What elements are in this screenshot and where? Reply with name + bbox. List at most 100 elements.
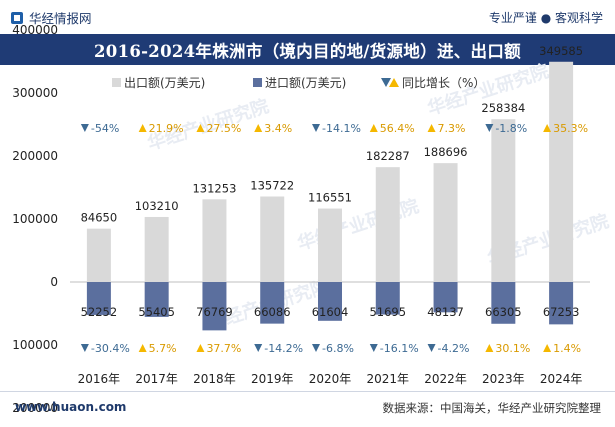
import-growth-down-icon xyxy=(80,344,89,352)
import-growth-up-icon xyxy=(196,344,205,352)
export-bar xyxy=(433,163,458,282)
export-growth-down-icon xyxy=(485,124,494,132)
footer-url[interactable]: www.huaon.com xyxy=(15,400,127,414)
export-bar xyxy=(144,216,169,282)
import-growth-label: -4.2% xyxy=(438,342,470,355)
import-growth-label: -14.2% xyxy=(264,342,303,355)
import-value-label: 55405 xyxy=(138,305,175,319)
chart-title: 2016-2024年株洲市（境内目的地/货源地）进、出口额 xyxy=(94,41,521,61)
export-value-label: 103210 xyxy=(135,199,179,213)
x-category-label: 2017年 xyxy=(135,372,178,386)
export-value-label: 182287 xyxy=(366,149,410,163)
export-bar xyxy=(86,228,111,282)
import-value-label: 52252 xyxy=(81,305,118,319)
x-category-label: 2018年 xyxy=(193,372,236,386)
export-growth-up-icon xyxy=(427,124,436,132)
import-growth-label: 5.7% xyxy=(149,342,177,355)
export-growth-label: -14.1% xyxy=(322,122,361,135)
legend-growth-up-icon xyxy=(389,78,399,87)
import-growth-down-icon xyxy=(254,344,263,352)
brand-name: 华经情报网 xyxy=(29,11,92,26)
export-growth-label: 56.4% xyxy=(380,122,415,135)
import-growth-up-icon xyxy=(485,344,494,352)
y-tick-label: 200000 xyxy=(12,401,58,415)
tagline: 专业严谨 ● 客观科学 xyxy=(488,11,603,25)
export-value-label: 258384 xyxy=(481,101,525,115)
brand-logo-icon xyxy=(11,11,23,24)
export-growth-label: 27.5% xyxy=(206,122,241,135)
export-bar xyxy=(260,196,285,282)
export-growth-up-icon xyxy=(369,124,378,132)
import-bar xyxy=(491,282,516,324)
legend-growth-label: 同比增长（%） xyxy=(402,76,485,90)
import-growth-label: 37.7% xyxy=(206,342,241,355)
export-bar xyxy=(491,119,516,282)
legend-export-swatch xyxy=(112,78,121,87)
y-tick-label: 300000 xyxy=(12,86,58,100)
import-bar xyxy=(86,282,111,315)
x-category-label: 2022年 xyxy=(424,372,467,386)
y-tick-label: 400000 xyxy=(12,23,58,37)
export-bar xyxy=(375,167,400,282)
y-tick-label: 100000 xyxy=(12,338,58,352)
export-growth-up-icon xyxy=(543,124,552,132)
footer-source: 数据来源：中国海关，华经产业研究院整理 xyxy=(382,401,602,415)
import-growth-down-icon xyxy=(369,344,378,352)
export-bar xyxy=(202,199,227,282)
import-growth-label: -30.4% xyxy=(91,342,130,355)
export-value-label: 116551 xyxy=(308,191,352,205)
import-growth-up-icon xyxy=(543,344,552,352)
import-bar xyxy=(260,282,285,324)
y-tick-label: 0 xyxy=(50,275,58,289)
import-bar xyxy=(144,282,169,317)
x-category-label: 2024年 xyxy=(540,372,583,386)
import-growth-up-icon xyxy=(138,344,147,352)
export-value-label: 131253 xyxy=(192,181,236,195)
export-growth-label: 3.4% xyxy=(264,122,292,135)
footer-divider xyxy=(0,391,615,392)
export-value-label: 84650 xyxy=(81,211,118,225)
x-category-label: 2019年 xyxy=(251,372,294,386)
brand[interactable]: 华经情报网 xyxy=(10,8,92,27)
import-bar xyxy=(318,282,342,321)
export-growth-label: 7.3% xyxy=(438,122,466,135)
import-value-label: 66305 xyxy=(485,305,522,319)
y-tick-label: 200000 xyxy=(12,149,58,163)
import-bar xyxy=(375,282,400,315)
legend-export-label: 出口额(万美元) xyxy=(124,76,205,90)
import-value-label: 67253 xyxy=(543,305,580,319)
legend-import-label: 进口额(万美元) xyxy=(265,76,346,90)
import-growth-down-icon xyxy=(312,344,320,352)
x-category-label: 2021年 xyxy=(367,372,410,386)
x-category-label: 2020年 xyxy=(309,372,352,386)
chart-title-bar: 2016-2024年株洲市（境内目的地/货源地）进、出口额 xyxy=(0,34,615,65)
import-value-label: 66086 xyxy=(254,305,291,319)
import-growth-label: 30.1% xyxy=(495,342,530,355)
export-growth-up-icon xyxy=(138,124,147,132)
export-growth-label: 21.9% xyxy=(149,122,184,135)
export-bar xyxy=(318,208,342,282)
export-bar xyxy=(549,61,574,283)
import-value-label: 48137 xyxy=(427,305,464,319)
export-growth-up-icon xyxy=(254,124,263,132)
import-growth-label: 1.4% xyxy=(553,342,581,355)
x-category-label: 2016年 xyxy=(78,372,121,386)
export-value-label: 135722 xyxy=(250,178,294,192)
export-growth-down-icon xyxy=(80,124,89,132)
import-bar xyxy=(433,282,458,313)
x-category-label: 2023年 xyxy=(482,372,525,386)
import-growth-down-icon xyxy=(427,344,436,352)
export-growth-label: -1.8% xyxy=(495,122,527,135)
y-tick-label: 100000 xyxy=(12,212,58,226)
top-bar: 华经情报网 专业严谨 ● 客观科学 xyxy=(0,0,615,34)
export-growth-label: 35.3% xyxy=(553,122,588,135)
legend-import-swatch xyxy=(253,78,262,87)
import-bar xyxy=(202,282,227,331)
import-growth-label: -16.1% xyxy=(380,342,419,355)
import-value-label: 76769 xyxy=(196,305,233,319)
export-value-label: 349585 xyxy=(539,44,583,58)
import-value-label: 51695 xyxy=(369,305,406,319)
export-growth-down-icon xyxy=(312,124,320,132)
export-growth-up-icon xyxy=(196,124,205,132)
